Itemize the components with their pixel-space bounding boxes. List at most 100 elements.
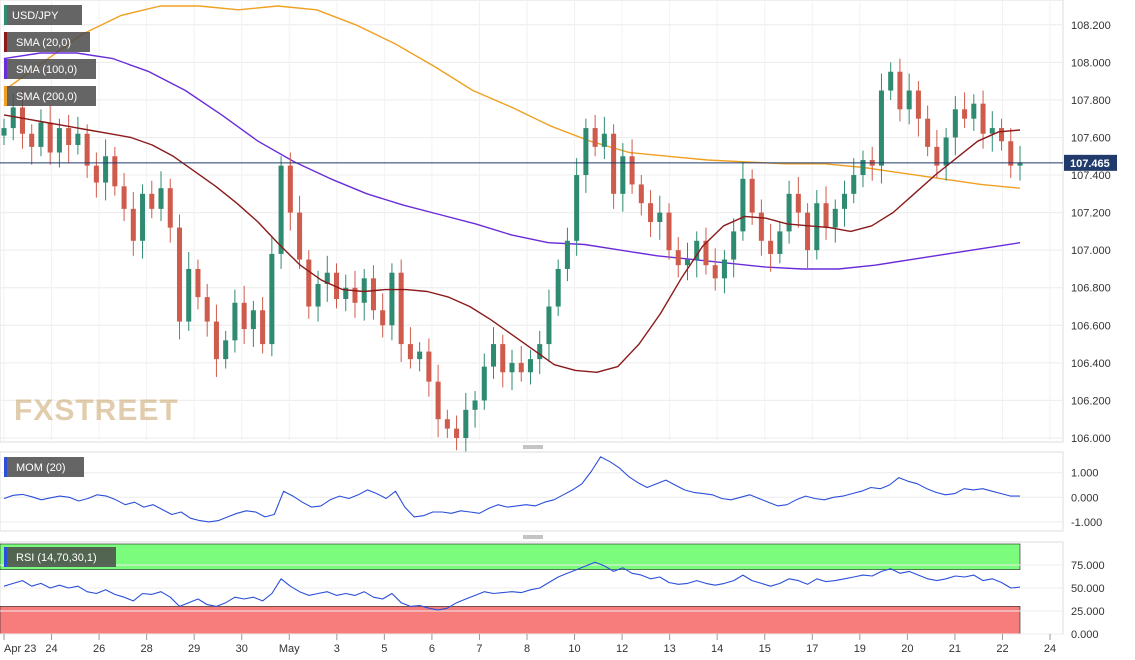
candle (186, 252, 192, 331)
x-tick-label: 14 (711, 643, 723, 655)
candle-body (370, 278, 376, 311)
candle (241, 285, 247, 345)
candle-body (768, 240, 774, 254)
candle (592, 114, 598, 157)
candle-body (278, 165, 284, 254)
candle (297, 195, 303, 269)
candle-body (389, 272, 395, 326)
rsi-overbought-zone (0, 543, 1021, 570)
x-tick-label: 29 (188, 643, 200, 655)
candle (989, 111, 995, 152)
candle-body (777, 231, 783, 254)
candle-body (103, 156, 109, 183)
candle (66, 114, 72, 163)
candle-body (721, 259, 727, 279)
mom-line (3, 456, 1020, 523)
candle (352, 270, 358, 318)
sma-100-label: SMA (100,0) (16, 64, 77, 76)
candle (398, 259, 404, 362)
candle-body (500, 344, 506, 373)
candle (195, 259, 201, 310)
panel-splitter-handle[interactable] (523, 535, 543, 539)
candle (786, 180, 792, 244)
symbol-legend[interactable]: USD/JPY (4, 5, 82, 25)
candle (629, 139, 635, 194)
candle (758, 199, 764, 256)
sma-100-legend[interactable]: SMA (100,0) (4, 59, 96, 79)
mom-legend[interactable]: MOM (20) (4, 457, 84, 477)
candle-body (980, 103, 986, 134)
candle (444, 409, 450, 438)
candle (56, 118, 62, 168)
price-tick-label: 107.000 (1071, 245, 1111, 257)
price-tick-label: 106.000 (1071, 433, 1111, 445)
candle (962, 92, 968, 129)
price-tick-label: 107.600 (1071, 132, 1111, 144)
x-tick-label: 30 (236, 643, 248, 655)
candle (611, 124, 617, 209)
candle (361, 268, 367, 321)
candlesticks (1, 58, 1023, 454)
price-tick-label: 106.400 (1071, 358, 1111, 370)
candle-body (712, 265, 718, 279)
panel-splitter-handle[interactable] (523, 445, 543, 449)
candle (657, 195, 663, 240)
candle (333, 263, 340, 309)
candle-body (731, 231, 737, 260)
candle (47, 105, 53, 165)
candle (260, 297, 266, 354)
candle (306, 250, 312, 319)
sma-200-legend[interactable]: SMA (200,0) (4, 86, 96, 106)
price-tick-label: 106.200 (1071, 395, 1111, 407)
sma-20-legend[interactable]: SMA (20,0) (4, 32, 90, 52)
candle-body (758, 212, 764, 241)
price-y-axis: 108.200 108.000 107.800 107.600 107.400 107.2… (1071, 20, 1111, 445)
candle-body (832, 208, 838, 228)
candle (158, 171, 164, 222)
candle (731, 218, 737, 278)
x-tick-label: 28 (141, 643, 153, 655)
candle (601, 116, 607, 160)
candle-body (805, 212, 811, 251)
sma-20-path (3, 114, 1021, 373)
candle-body (223, 340, 229, 360)
candle (463, 392, 469, 454)
candle-body (491, 344, 497, 367)
sma-100-path (3, 52, 1021, 270)
sma-100-line (3, 52, 1021, 270)
x-tick-label: 5 (381, 643, 387, 655)
candle-body (934, 146, 940, 166)
candle-body (361, 278, 367, 303)
mom-tick-label: -1.000 (1071, 517, 1102, 529)
candle-body (426, 351, 432, 382)
candle-body (333, 272, 340, 300)
candle-body (657, 212, 663, 222)
x-tick-label: 20 (901, 643, 913, 655)
rsi-y-axis: 75.000 50.000 25.000 0.000 (1071, 560, 1105, 641)
candle-body (555, 268, 561, 307)
candle (620, 143, 626, 212)
candle (426, 338, 432, 397)
x-tick-label: 24 (1044, 643, 1056, 655)
candle-body (149, 193, 155, 209)
candle-body (897, 71, 903, 110)
candle (934, 129, 940, 178)
candle (103, 139, 109, 201)
candle-body (943, 137, 949, 166)
candle-body (315, 283, 321, 307)
candle-body (112, 156, 118, 187)
candle-body (121, 186, 127, 209)
candle-body (1, 128, 7, 136)
candle-body (232, 302, 238, 341)
candle-body (195, 268, 201, 298)
candle (648, 190, 654, 238)
rsi-legend[interactable]: RSI (14,70,30,1) (4, 547, 116, 567)
candle-body (241, 302, 247, 330)
mom-panel-background (0, 451, 1064, 532)
candle (84, 124, 90, 178)
candle (1008, 128, 1014, 178)
candle-body (851, 175, 857, 194)
watermark: FXSTREET (14, 394, 179, 427)
candle (971, 94, 977, 131)
candle-body (352, 287, 358, 303)
